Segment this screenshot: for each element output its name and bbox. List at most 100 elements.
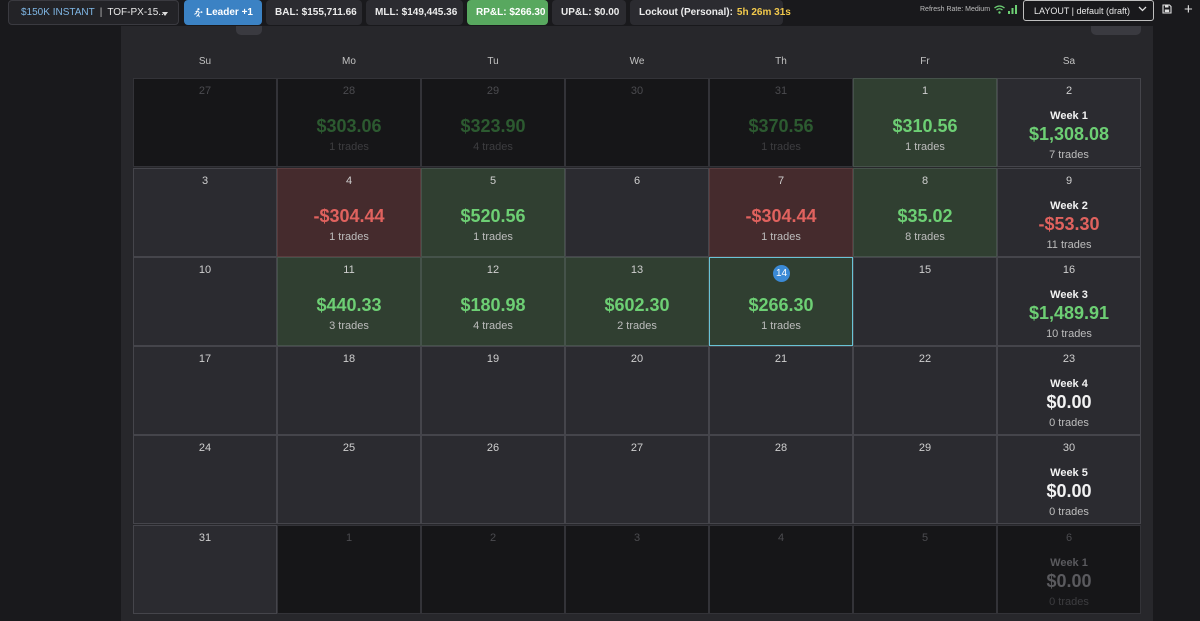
- pnl-amount: $266.30: [748, 295, 814, 315]
- calendar-day-cell[interactable]: 21: [709, 346, 853, 435]
- calendar-day-cell[interactable]: 13 $602.30 2 trades: [565, 257, 709, 346]
- calendar-day-cell[interactable]: 3: [133, 168, 277, 257]
- trade-count: 7 trades: [1049, 149, 1089, 161]
- calendar-day-cell[interactable]: 11 $440.33 3 trades: [277, 257, 421, 346]
- day-number: 6: [1065, 532, 1073, 544]
- trade-count: 1 trades: [761, 320, 801, 332]
- calendar-day-cell[interactable]: 31: [133, 525, 277, 614]
- lockout-badge: Lockout (Personal): 5h 26m 31s: [630, 0, 791, 25]
- trade-count: 10 trades: [1046, 328, 1092, 340]
- day-number: 4: [345, 175, 353, 187]
- calendar-day-cell[interactable]: 8 $35.02 8 trades: [853, 168, 997, 257]
- calendar-day-cell[interactable]: 22: [853, 346, 997, 435]
- pnl-amount: $323.90: [460, 116, 526, 136]
- calendar-day-cell[interactable]: 27: [565, 435, 709, 524]
- calendar-day-cell[interactable]: 20: [565, 346, 709, 435]
- realized-pnl-badge: RP&L: $266.30: [467, 0, 548, 25]
- balance-badge: BAL: $155,711.66: [266, 0, 362, 25]
- account-name: TOF-PX-15...: [107, 7, 167, 18]
- day-number: 31: [774, 85, 788, 97]
- calendar-day-cell[interactable]: 19: [421, 346, 565, 435]
- pnl-amount: -$53.30: [1038, 214, 1100, 234]
- day-number: 30: [1062, 442, 1076, 454]
- trade-count: 2 trades: [617, 320, 657, 332]
- week-summary-cell[interactable]: 30 Week 5 $0.00 0 trades: [997, 435, 1141, 524]
- day-number: 8: [921, 175, 929, 187]
- leader-button[interactable]: Leader +1: [184, 0, 262, 25]
- pnl-amount: $370.56: [748, 116, 814, 136]
- today-date-badge: 14: [773, 265, 790, 282]
- calendar-day-cell[interactable]: 2: [421, 525, 565, 614]
- calendar-day-cell[interactable]: 27: [133, 78, 277, 167]
- calendar-day-cell[interactable]: 28: [709, 435, 853, 524]
- trade-count: 1 trades: [329, 141, 369, 153]
- calendar-day-cell[interactable]: 24: [133, 435, 277, 524]
- calendar-day-cell[interactable]: 4 -$304.44 1 trades: [277, 168, 421, 257]
- calendar-day-cell[interactable]: 1 $310.56 1 trades: [853, 78, 997, 167]
- week-label: Week 1: [1050, 110, 1088, 122]
- day-number: 17: [198, 353, 212, 365]
- calendar-day-cell[interactable]: 31 $370.56 1 trades: [709, 78, 853, 167]
- prev-month-tab[interactable]: [236, 26, 262, 35]
- calendar-day-cell[interactable]: 28 $303.06 1 trades: [277, 78, 421, 167]
- calendar-day-cell[interactable]: 7 -$304.44 1 trades: [709, 168, 853, 257]
- calendar-day-cell[interactable]: 3: [565, 525, 709, 614]
- weekday-label-mo: Mo: [342, 56, 356, 67]
- mll-text: MLL: $149,445.36: [375, 7, 458, 18]
- trade-count: 1 trades: [905, 141, 945, 153]
- layout-select[interactable]: LAYOUT | default (draft): [1023, 0, 1154, 21]
- calendar-day-cell[interactable]: 26: [421, 435, 565, 524]
- calendar-day-cell[interactable]: 29 $323.90 4 trades: [421, 78, 565, 167]
- calendar-day-cell[interactable]: 30: [565, 78, 709, 167]
- weekday-label-tu: Tu: [487, 56, 499, 67]
- pnl-amount: -$304.44: [313, 206, 385, 226]
- calendar-day-cell[interactable]: 14 $266.30 1 trades: [709, 257, 853, 346]
- balance-text: BAL: $155,711.66: [275, 7, 357, 18]
- save-icon[interactable]: [1162, 4, 1172, 14]
- calendar-day-cell[interactable]: 18: [277, 346, 421, 435]
- day-number: 28: [342, 85, 356, 97]
- calendar-day-cell[interactable]: 5 $520.56 1 trades: [421, 168, 565, 257]
- day-number: 29: [486, 85, 500, 97]
- unrealized-pnl-badge: UP&L: $0.00: [552, 0, 626, 25]
- pnl-amount: $0.00: [1046, 571, 1092, 591]
- weekday-label-su: Su: [198, 56, 212, 67]
- unrealized-pnl-text: UP&L: $0.00: [561, 7, 620, 18]
- trade-count: 1 trades: [761, 231, 801, 243]
- week-summary-cell[interactable]: 16 Week 3 $1,489.91 10 trades: [997, 257, 1141, 346]
- day-number: 24: [198, 442, 212, 454]
- week-label: Week 3: [1050, 289, 1088, 301]
- day-number: 28: [774, 442, 788, 454]
- calendar-day-cell[interactable]: 6: [565, 168, 709, 257]
- calendar-day-cell[interactable]: 15: [853, 257, 997, 346]
- calendar-day-cell[interactable]: 10: [133, 257, 277, 346]
- chevron-down-icon: [1138, 6, 1147, 12]
- day-number: 6: [633, 175, 641, 187]
- pnl-amount: $35.02: [897, 206, 953, 226]
- running-person-icon: [194, 8, 203, 18]
- calendar-day-cell[interactable]: 29: [853, 435, 997, 524]
- calendar-day-cell[interactable]: 25: [277, 435, 421, 524]
- week-summary-cell[interactable]: 23 Week 4 $0.00 0 trades: [997, 346, 1141, 435]
- pnl-amount: $0.00: [1046, 481, 1092, 501]
- pnl-amount: $440.33: [316, 295, 382, 315]
- calendar-day-cell[interactable]: 5: [853, 525, 997, 614]
- week-summary-cell[interactable]: 2 Week 1 $1,308.08 7 trades: [997, 78, 1141, 167]
- calendar-day-cell[interactable]: 12 $180.98 4 trades: [421, 257, 565, 346]
- add-icon[interactable]: +: [1184, 1, 1193, 18]
- calendar-day-cell[interactable]: 4: [709, 525, 853, 614]
- next-month-tab[interactable]: [1091, 26, 1141, 35]
- account-selector[interactable]: $150K INSTANT | TOF-PX-15...: [8, 0, 179, 25]
- lockout-timer: 5h 26m 31s: [736, 7, 791, 18]
- week-summary-cell[interactable]: 9 Week 2 -$53.30 11 trades: [997, 168, 1141, 257]
- pnl-amount: $1,489.91: [1028, 303, 1110, 323]
- week-summary-cell[interactable]: 6 Week 1 $0.00 0 trades: [997, 525, 1141, 614]
- refresh-rate-indicator[interactable]: Refresh Rate: Medium: [920, 5, 1018, 14]
- weekday-label-we: We: [629, 56, 645, 67]
- trade-count: 4 trades: [473, 320, 513, 332]
- week-label: Week 5: [1050, 467, 1088, 479]
- calendar-day-cell[interactable]: 17: [133, 346, 277, 435]
- realized-pnl-text: RP&L: $266.30: [476, 7, 546, 18]
- day-number: 12: [486, 264, 500, 276]
- calendar-day-cell[interactable]: 1: [277, 525, 421, 614]
